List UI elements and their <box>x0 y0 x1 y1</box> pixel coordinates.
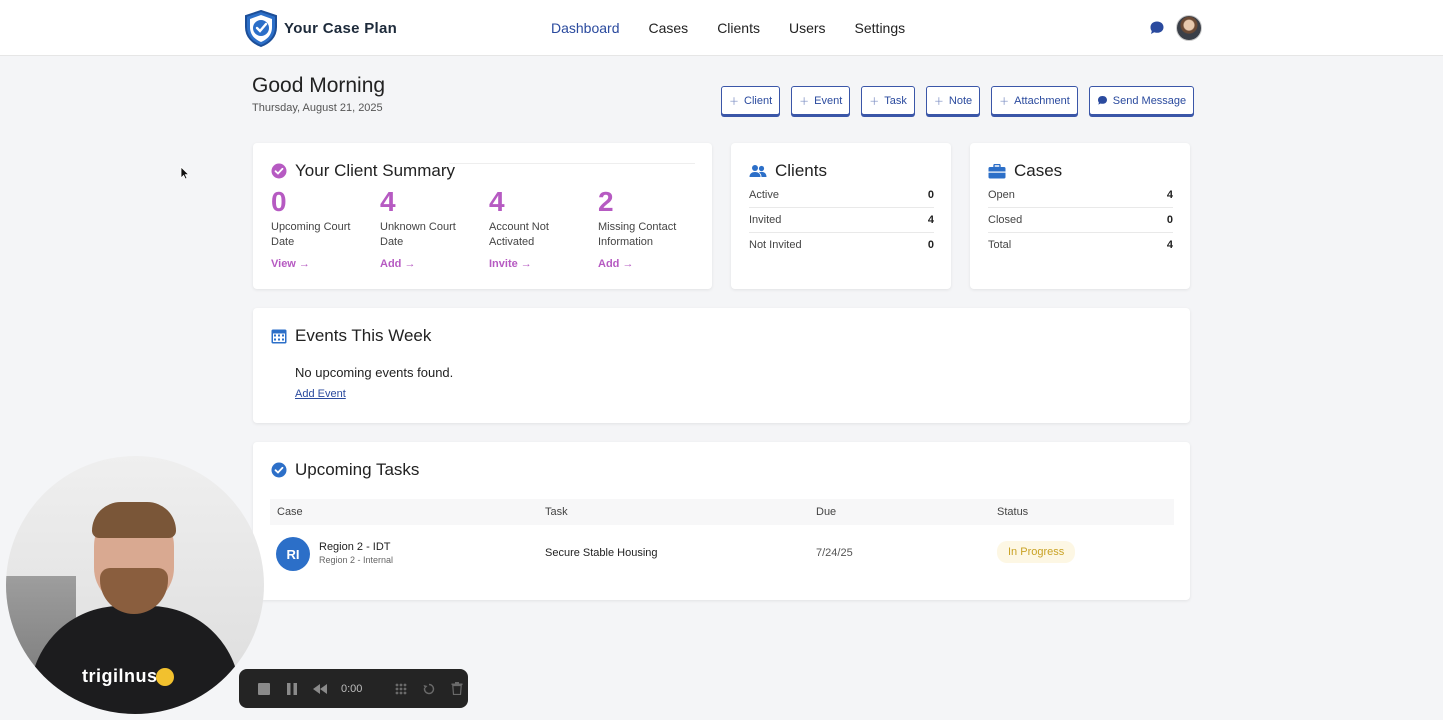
stat-upcoming-court-date: 0 Upcoming Court Date View → <box>271 186 371 271</box>
presenter-shirt <box>30 606 240 714</box>
nav-clients[interactable]: Clients <box>717 20 760 36</box>
client-summary-card: Your Client Summary 0 Upcoming Court Dat… <box>253 143 712 289</box>
cases-row-open: Open 4 <box>988 189 1173 208</box>
shield-check-icon <box>245 10 277 47</box>
calendar-icon <box>271 329 287 344</box>
events-card: Events This Week No upcoming events foun… <box>253 308 1190 423</box>
clients-title: Clients <box>749 161 827 181</box>
clients-row-not-invited: Not Invited 0 <box>749 239 934 251</box>
stat-account-not-activated: 4 Account Not Activated Invite → <box>489 186 589 271</box>
invite-link[interactable]: Invite → <box>489 258 532 270</box>
chat-icon[interactable] <box>1149 20 1165 36</box>
clients-card: Clients Active 0 Invited 4 Not Invited 0 <box>731 143 951 289</box>
plus-icon: ＋ <box>729 97 739 108</box>
brand-logo[interactable]: Your Case Plan <box>244 10 397 47</box>
mouse-cursor-icon <box>180 166 190 180</box>
add-note-button[interactable]: ＋ Note <box>925 86 981 115</box>
stat-unknown-court-date: 4 Unknown Court Date Add → <box>380 186 480 271</box>
cases-card: Cases Open 4 Closed 0 Total 4 <box>970 143 1190 289</box>
events-empty-message: No upcoming events found. <box>295 365 454 380</box>
plus-icon: ＋ <box>799 97 810 108</box>
divider <box>449 163 695 164</box>
chat-icon <box>1097 96 1107 105</box>
stat-missing-contact-info: 2 Missing Contact Information Add → <box>598 186 698 271</box>
add-link[interactable]: Add → <box>598 258 634 270</box>
pause-icon[interactable] <box>285 682 299 696</box>
nav-dashboard[interactable]: Dashboard <box>551 20 620 36</box>
greeting-title: Good Morning <box>252 74 386 97</box>
restart-icon[interactable] <box>422 682 436 696</box>
rewind-icon[interactable] <box>313 682 327 696</box>
add-event-button[interactable]: ＋ Event <box>791 86 851 115</box>
presenter-hair <box>92 502 176 538</box>
users-icon <box>749 165 767 177</box>
brand-name: Your Case Plan <box>284 20 398 37</box>
stat-value: 4 <box>489 186 505 217</box>
case-initials-avatar: RI <box>276 537 310 571</box>
check-circle-icon <box>271 462 287 478</box>
case-subtitle: Region 2 - Internal <box>319 555 394 565</box>
send-message-button[interactable]: Send Message <box>1088 86 1195 115</box>
stop-icon[interactable] <box>257 682 271 696</box>
clients-row-active: Active 0 <box>749 189 934 208</box>
add-client-button[interactable]: ＋ Client <box>721 86 781 115</box>
greeting: Good Morning Thursday, August 21, 2025 <box>252 74 385 114</box>
tasks-table-header: Case Task Due Status <box>270 499 1174 525</box>
stat-value: 2 <box>598 186 614 217</box>
add-task-button[interactable]: ＋ Task <box>861 86 915 115</box>
case-name[interactable]: Region 2 - IDT <box>319 541 391 553</box>
cases-title: Cases <box>988 161 1062 181</box>
task-name[interactable]: Secure Stable Housing <box>545 547 658 559</box>
trash-icon[interactable] <box>450 682 464 696</box>
stat-label: Unknown Court Date <box>380 221 456 248</box>
add-attachment-button[interactable]: ＋ Attachment <box>991 86 1078 115</box>
top-navbar: Your Case Plan Dashboard Cases Clients U… <box>0 0 1443 56</box>
recording-timer: 0:00 <box>341 682 363 695</box>
webcam-overlay[interactable]: trigilnus <box>6 456 264 714</box>
client-summary-title: Your Client Summary <box>271 161 455 181</box>
task-due-date: 7/24/25 <box>816 547 853 559</box>
plus-icon: ＋ <box>869 97 880 108</box>
view-link[interactable]: View → <box>271 258 310 270</box>
cases-row-total: Total 4 <box>988 239 1173 251</box>
column-header-status[interactable]: Status <box>997 506 1029 518</box>
nav-cases[interactable]: Cases <box>648 20 689 36</box>
column-header-case[interactable]: Case <box>277 506 303 518</box>
clients-row-invited: Invited 4 <box>749 214 934 233</box>
plus-icon: ＋ <box>999 97 1010 108</box>
table-row[interactable]: RI Region 2 - IDT Region 2 - Internal Se… <box>270 534 1174 574</box>
briefcase-icon <box>988 163 1006 178</box>
stat-value: 4 <box>380 186 396 217</box>
add-event-link[interactable]: Add Event <box>295 388 346 400</box>
column-header-due[interactable]: Due <box>816 506 837 518</box>
status-badge: In Progress <box>997 541 1076 563</box>
stat-label: Missing Contact Information <box>598 221 677 248</box>
sun-icon <box>156 668 174 686</box>
move-icon[interactable] <box>394 682 408 696</box>
quick-actions: ＋ Client ＋ Event ＋ Task ＋ Note ＋ Attachment S… <box>721 86 1195 115</box>
add-link[interactable]: Add → <box>380 258 416 270</box>
nav-users[interactable]: Users <box>788 20 826 36</box>
shirt-logo-text: trigilnus <box>82 666 158 686</box>
check-circle-icon <box>271 163 287 179</box>
column-header-task[interactable]: Task <box>545 506 568 518</box>
stat-value: 0 <box>271 186 287 217</box>
greeting-date: Thursday, August 21, 2025 <box>252 102 383 114</box>
tasks-title: Upcoming Tasks <box>271 460 419 480</box>
stat-label: Upcoming Court Date <box>271 221 351 248</box>
cases-row-closed: Closed 0 <box>988 214 1173 233</box>
upcoming-tasks-card: Upcoming Tasks Case Task Due Status RI R… <box>253 442 1190 600</box>
main-nav: Dashboard Cases Clients Users Settings <box>551 0 905 56</box>
user-avatar[interactable] <box>1176 15 1202 41</box>
events-title: Events This Week <box>271 326 431 346</box>
plus-icon: ＋ <box>933 97 944 108</box>
stat-label: Account Not Activated <box>489 221 549 248</box>
recorder-controls: 0:00 <box>239 669 468 708</box>
nav-settings[interactable]: Settings <box>854 20 906 36</box>
